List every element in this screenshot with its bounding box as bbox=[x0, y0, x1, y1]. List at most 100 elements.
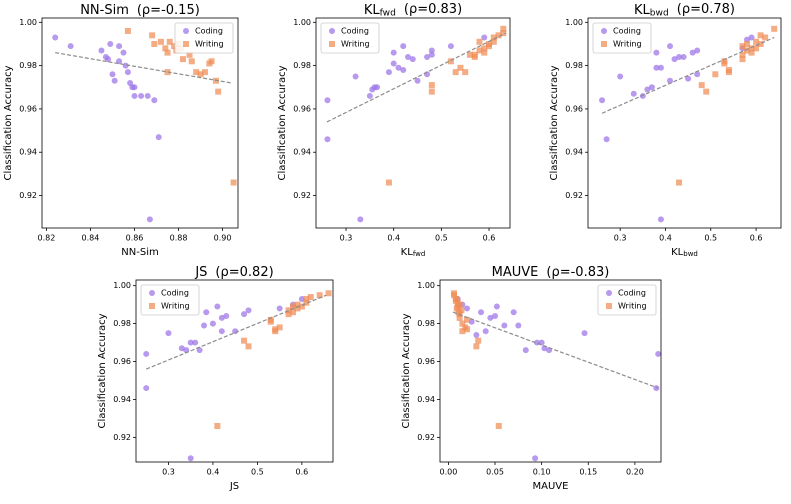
point bbox=[500, 30, 507, 37]
point bbox=[459, 320, 466, 327]
legend-marker bbox=[606, 290, 612, 296]
point bbox=[447, 58, 454, 65]
point bbox=[218, 328, 225, 335]
y-tick-label: 0.96 bbox=[113, 357, 131, 366]
legend-label: Writing bbox=[341, 40, 370, 49]
point bbox=[476, 47, 483, 54]
point bbox=[124, 27, 131, 34]
chart-title: NN-Sim (ρ=-0.15) bbox=[80, 3, 200, 18]
point bbox=[486, 43, 493, 50]
y-tick-label: 1.00 bbox=[113, 281, 131, 290]
chart-title-main: NN-Sim bbox=[80, 3, 129, 18]
point bbox=[657, 216, 664, 223]
x-axis-label: KLbwd bbox=[671, 247, 698, 258]
point bbox=[458, 307, 465, 314]
y-tick-label: 1.00 bbox=[293, 18, 311, 27]
point bbox=[357, 216, 364, 223]
point bbox=[712, 71, 719, 78]
point bbox=[285, 311, 292, 318]
point bbox=[757, 32, 764, 39]
point bbox=[294, 305, 301, 312]
point bbox=[698, 82, 705, 89]
point bbox=[166, 38, 173, 45]
legend: Coding Writing bbox=[174, 22, 234, 54]
point bbox=[462, 324, 469, 331]
point bbox=[532, 455, 539, 462]
legend: Coding Writing bbox=[597, 284, 657, 316]
y-axis-label: Classification Accuracy bbox=[97, 313, 108, 428]
chart-title: KLfwd (ρ=0.83) bbox=[364, 1, 462, 18]
panel: 0.00 0.05 0.10 0.15 0.20 0.92 0.94 0.96 0.98 1.00… bbox=[401, 265, 662, 492]
point bbox=[366, 92, 373, 99]
point bbox=[667, 43, 674, 50]
x-tick-label: 0.20 bbox=[626, 468, 644, 477]
point bbox=[298, 303, 305, 310]
y-tick-label: 0.94 bbox=[19, 148, 37, 157]
point bbox=[581, 330, 588, 337]
x-tick-label: 0.05 bbox=[486, 468, 504, 477]
panel: 0.3 0.4 0.5 0.6 0.92 0.94 0.96 0.98 1.00 JS (ρ=0.8… bbox=[97, 265, 334, 492]
point bbox=[223, 313, 230, 320]
point bbox=[131, 84, 138, 91]
x-tick-label: 0.82 bbox=[37, 234, 55, 243]
point bbox=[157, 38, 164, 45]
x-axis-label-main: KL bbox=[671, 247, 684, 258]
y-tick-label: 0.94 bbox=[293, 148, 311, 157]
y-tick-label: 0.98 bbox=[417, 319, 435, 328]
point bbox=[685, 75, 692, 82]
point bbox=[452, 69, 459, 76]
point bbox=[744, 40, 751, 47]
y-tick-label: 1.00 bbox=[565, 18, 583, 27]
point bbox=[385, 69, 392, 76]
point bbox=[680, 53, 687, 60]
point bbox=[473, 343, 480, 350]
point bbox=[374, 84, 381, 91]
x-tick-label: 0.5 bbox=[251, 468, 264, 477]
point bbox=[143, 385, 150, 392]
point bbox=[617, 73, 624, 80]
point bbox=[464, 305, 471, 312]
point bbox=[753, 45, 760, 52]
x-tick-label: 0.15 bbox=[579, 468, 597, 477]
legend-box bbox=[597, 284, 657, 316]
point bbox=[109, 71, 116, 78]
point bbox=[476, 38, 483, 45]
legend-marker bbox=[183, 28, 189, 34]
point bbox=[481, 34, 488, 41]
point bbox=[599, 97, 606, 104]
point bbox=[276, 324, 283, 331]
x-axis-label: NN-Sim bbox=[121, 247, 158, 258]
point bbox=[241, 337, 248, 344]
point bbox=[316, 292, 323, 299]
point bbox=[214, 422, 221, 429]
point bbox=[475, 337, 482, 344]
y-tick-label: 1.00 bbox=[19, 18, 37, 27]
point bbox=[138, 92, 145, 99]
point bbox=[457, 64, 464, 71]
y-tick-label: 0.94 bbox=[565, 148, 583, 157]
trend-line bbox=[55, 52, 232, 84]
chart-title-main: KL bbox=[634, 3, 651, 18]
point bbox=[294, 301, 301, 308]
point bbox=[657, 64, 664, 71]
y-tick-label: 0.94 bbox=[113, 395, 131, 404]
point bbox=[186, 51, 193, 58]
chart-title: JS (ρ=0.82) bbox=[194, 265, 273, 280]
point bbox=[120, 49, 127, 56]
point bbox=[197, 71, 204, 78]
point bbox=[478, 309, 485, 316]
point bbox=[428, 88, 435, 95]
y-tick-label: 0.98 bbox=[565, 61, 583, 70]
point bbox=[462, 69, 469, 76]
point bbox=[193, 69, 200, 76]
legend-label: Coding bbox=[613, 27, 641, 36]
point bbox=[739, 43, 746, 50]
legend-box bbox=[174, 22, 234, 54]
x-axis-label-sub: bwd bbox=[683, 250, 698, 258]
point bbox=[522, 347, 529, 354]
point bbox=[648, 84, 655, 91]
y-tick-label: 0.96 bbox=[565, 104, 583, 113]
trend-line bbox=[146, 294, 327, 370]
point bbox=[267, 318, 274, 325]
point bbox=[671, 56, 678, 63]
